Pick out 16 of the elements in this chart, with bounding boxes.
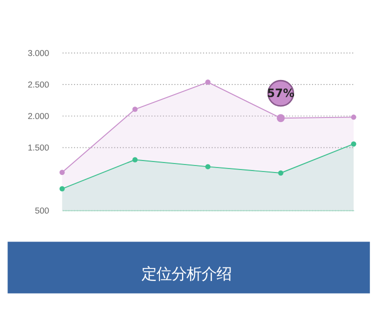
- point: [60, 186, 65, 192]
- point: [351, 114, 356, 120]
- point: [205, 80, 210, 85]
- point: [205, 164, 210, 170]
- point: [132, 157, 138, 162]
- y-tick-label: 3.000: [28, 48, 50, 58]
- point: [132, 106, 138, 112]
- y-tick-label: 1.500: [28, 142, 50, 152]
- y-tick-label: 500: [34, 206, 50, 216]
- y-tick-label: 2.500: [28, 79, 50, 90]
- text: 定位分析介绍: [141, 265, 232, 284]
- point: [351, 141, 356, 147]
- annotation: 57%: [267, 86, 295, 100]
- point: [60, 170, 65, 175]
- y-tick-label: 2.000: [28, 110, 50, 121]
- point: [278, 170, 284, 176]
